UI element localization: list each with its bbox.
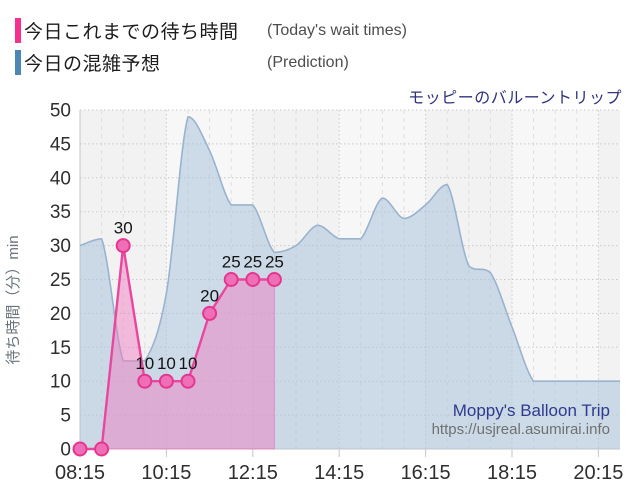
today-wait-point[interactable]	[115, 238, 131, 254]
legend-item-today: 今日これまでの待ち時間 (Today's wait times)	[15, 18, 407, 43]
today-wait-point[interactable]	[94, 441, 110, 457]
data-point-label: 10	[135, 354, 154, 373]
x-tick-label: 08:15	[55, 462, 105, 484]
today-wait-point[interactable]	[223, 272, 239, 287]
x-tick-label: 20:15	[573, 462, 623, 484]
data-point-label: 20	[200, 286, 219, 305]
today-wait-point[interactable]	[202, 305, 218, 321]
x-tick-label: 16:15	[401, 462, 451, 484]
y-tick-label: 35	[50, 202, 71, 223]
y-tick-label: 10	[50, 372, 71, 393]
x-tick-label: 14:15	[314, 462, 364, 484]
y-tick-label: 50	[50, 101, 71, 122]
data-point-label: 10	[157, 354, 176, 373]
today-wait-point[interactable]	[72, 441, 88, 457]
today-wait-line	[80, 244, 275, 451]
watermark-site-name: Moppy's Balloon Trip	[452, 401, 610, 420]
attraction-title: モッピーのバルーントリップ	[408, 90, 622, 107]
today-wait-point[interactable]	[158, 373, 174, 389]
data-point-label: 10	[179, 354, 198, 373]
y-tick-label: 0	[60, 440, 71, 461]
watermark-site-url: https://usjreal.asumirai.info	[431, 421, 610, 439]
y-tick-label: 45	[50, 134, 71, 155]
data-point-label: 25	[265, 253, 284, 272]
y-tick-label: 25	[50, 270, 71, 291]
legend-label-prediction-jp: 今日の混雑予想	[24, 54, 161, 75]
today-wait-point[interactable]	[137, 373, 153, 389]
y-tick-label: 20	[50, 304, 71, 325]
y-axis-title: 待ち時間（分）min	[5, 235, 22, 364]
legend-item-prediction: 今日の混雑予想 (Prediction)	[15, 50, 407, 75]
x-tick-label: 12:15	[228, 462, 278, 484]
legend-label-today-jp: 今日これまでの待ち時間	[24, 22, 239, 43]
y-tick-label: 5	[60, 406, 71, 427]
watermark: Moppy's Balloon Trip https://usjreal.asu…	[432, 401, 610, 439]
y-tick-label: 40	[50, 168, 71, 189]
prediction-series-swatch	[15, 50, 21, 75]
today-wait-point[interactable]	[245, 272, 261, 287]
today-series-swatch	[15, 18, 21, 43]
data-point-label: 25	[243, 253, 262, 272]
prediction-line	[79, 116, 620, 383]
x-tick-label: 10:15	[141, 462, 191, 484]
y-tick-label: 15	[50, 338, 71, 359]
data-point-label: 25	[222, 253, 241, 272]
x-tick-label: 18:15	[487, 462, 537, 484]
today-wait-point[interactable]	[180, 373, 196, 389]
y-tick-label: 30	[50, 236, 71, 257]
today-wait-point[interactable]	[266, 272, 282, 287]
legend-label-prediction-en: (Prediction)	[267, 53, 349, 71]
data-point-label: 30	[114, 219, 133, 238]
legend: 今日これまでの待ち時間 (Today's wait times) 今日の混雑予想…	[15, 18, 407, 82]
legend-label-today-en: (Today's wait times)	[267, 21, 407, 39]
